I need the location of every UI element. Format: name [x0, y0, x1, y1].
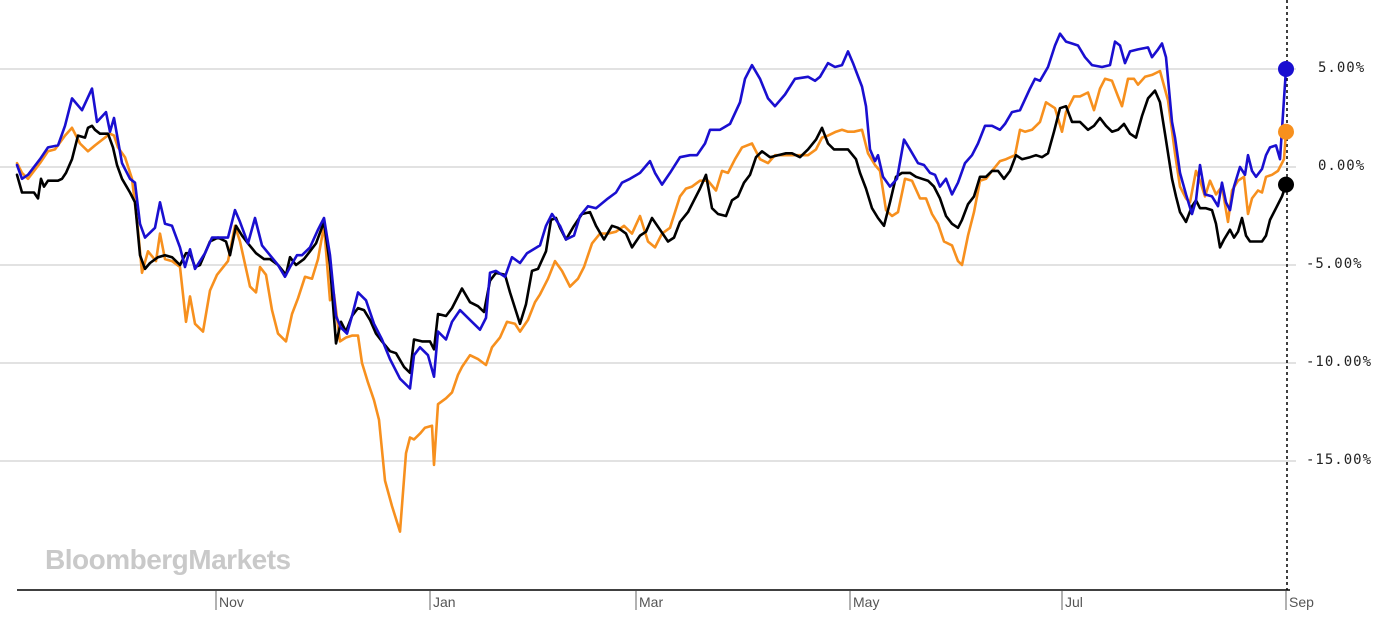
bloomberg-markets-watermark: BloombergMarkets — [45, 544, 291, 575]
x-tick-label: Mar — [639, 594, 664, 610]
x-tick-label: Jan — [433, 594, 456, 610]
y-tick-label: -10.00% — [1306, 354, 1373, 370]
black-series-end-marker[interactable] — [1278, 176, 1294, 193]
y-tick-label: -5.00% — [1306, 256, 1363, 272]
x-tick-label: Jul — [1065, 594, 1083, 610]
blue-series-end-marker[interactable] — [1278, 61, 1294, 77]
orange-series-line — [15, 69, 1288, 533]
x-tick-label: Nov — [219, 594, 244, 610]
x-tick-label: May — [853, 594, 880, 610]
y-tick-label: 0.00% — [1318, 158, 1366, 174]
orange-series-end-marker[interactable] — [1278, 123, 1294, 140]
y-tick-label: -15.00% — [1306, 452, 1373, 468]
x-tick-label: Sep — [1289, 594, 1314, 610]
blue-series-line — [15, 32, 1288, 390]
black-series-line — [15, 89, 1288, 375]
y-tick-label: 5.00% — [1318, 60, 1366, 76]
